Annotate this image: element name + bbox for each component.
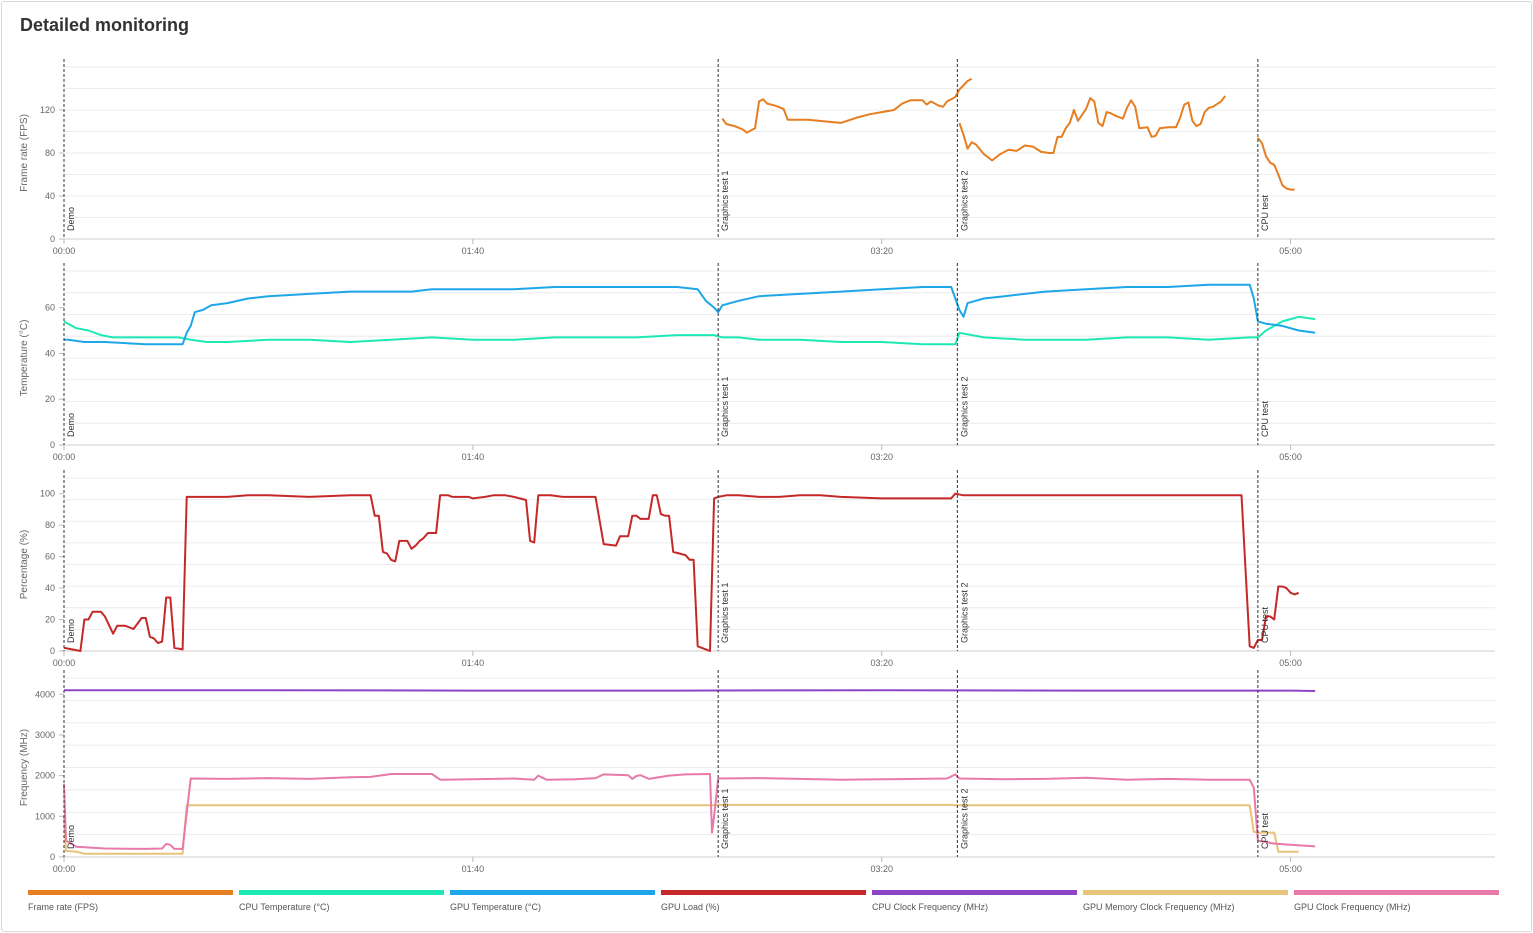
- legend-item[interactable]: GPU Clock Frequency (MHz): [1294, 889, 1499, 919]
- x-tick-label: 01:40: [462, 452, 485, 462]
- legend-item[interactable]: GPU Memory Clock Frequency (MHz): [1083, 889, 1288, 919]
- y-tick-label: 40: [45, 583, 55, 593]
- test-marker-label: Graphics test 1: [720, 788, 730, 849]
- y-tick-label: 3000: [35, 730, 55, 740]
- y-tick-label: 0: [50, 852, 55, 862]
- y-tick-label: 40: [45, 348, 55, 358]
- y-tick-label: 0: [50, 234, 55, 244]
- x-tick-label: 01:40: [462, 246, 485, 256]
- legend-swatch: [1294, 890, 1499, 895]
- y-tick-label: 80: [45, 520, 55, 530]
- y-tick-label: 4000: [35, 689, 55, 699]
- x-tick-label: 05:00: [1279, 246, 1302, 256]
- x-tick-label: 00:00: [53, 658, 76, 668]
- x-tick-label: 05:00: [1279, 452, 1302, 462]
- legend-swatch: [661, 890, 866, 895]
- legend-item[interactable]: GPU Load (%): [661, 889, 866, 919]
- test-marker-label: CPU test: [1260, 606, 1270, 643]
- test-marker-label: Graphics test 2: [959, 582, 969, 643]
- legend-label: CPU Temperature (°C): [239, 902, 330, 912]
- series-line-cpu-temperature-c: [63, 315, 1316, 346]
- y-tick-label: 20: [45, 615, 55, 625]
- y-axis-label: Percentage (%): [19, 530, 30, 599]
- chart-panel-3: 0 20 40 60 80 100 Percentage (%) 00:00 01:40 03:2…: [19, 470, 1495, 668]
- legend-label: Frame rate (FPS): [28, 902, 99, 912]
- test-marker-label: Demo: [66, 619, 76, 643]
- series-line-gpu-memory-clock-frequency-mhz: [63, 803, 1299, 855]
- test-marker-label: Graphics test 2: [959, 376, 969, 437]
- x-tick-label: 01:40: [462, 864, 485, 874]
- y-tick-label: 40: [45, 191, 55, 201]
- series-line-cpu-clock-frequency-mhz: [64, 689, 1316, 692]
- y-axis-label: Frame rate (FPS): [19, 114, 30, 192]
- test-marker-label: Demo: [66, 413, 76, 437]
- x-tick-label: 03:20: [870, 452, 893, 462]
- series-line-gpu-load: [63, 492, 1300, 652]
- legend-item[interactable]: CPU Clock Frequency (MHz): [872, 889, 1077, 919]
- test-marker-label: Graphics test 1: [720, 376, 730, 437]
- legend-label: GPU Memory Clock Frequency (MHz): [1083, 902, 1235, 912]
- x-tick-label: 05:00: [1279, 864, 1302, 874]
- test-marker-label: CPU test: [1260, 812, 1270, 849]
- legend: Frame rate (FPS) CPU Temperature (°C) GPU …: [28, 889, 1504, 919]
- series-line-frame-rate-fps: [1257, 137, 1295, 191]
- series-line-gpu-temperature-c: [64, 283, 1316, 346]
- y-axis-label: Frequency (MHz): [19, 729, 30, 806]
- chart-panel-1: 0 40 80 120 Frame rate (FPS) 00:00 01:40 03:20 0…: [19, 59, 1495, 256]
- series-line-frame-rate-fps: [958, 95, 1226, 162]
- y-tick-label: 80: [45, 148, 55, 158]
- x-tick-label: 03:20: [870, 864, 893, 874]
- x-tick-label: 00:00: [53, 864, 76, 874]
- y-tick-label: 60: [45, 303, 55, 313]
- legend-item[interactable]: CPU Temperature (°C): [239, 889, 444, 919]
- x-tick-label: 05:00: [1279, 658, 1302, 668]
- test-marker-label: Graphics test 1: [720, 582, 730, 643]
- series-line-frame-rate-fps: [721, 77, 973, 134]
- test-marker-label: Graphics test 1: [720, 170, 730, 231]
- y-tick-label: 120: [40, 105, 55, 115]
- series-line-gpu-clock-frequency-mhz: [63, 773, 1316, 850]
- test-marker-label: Demo: [66, 207, 76, 231]
- y-tick-label: 0: [50, 646, 55, 656]
- test-marker-label: Graphics test 2: [959, 170, 969, 231]
- x-tick-label: 01:40: [462, 658, 485, 668]
- x-tick-label: 03:20: [870, 246, 893, 256]
- test-marker-label: Demo: [66, 825, 76, 849]
- y-tick-label: 100: [40, 489, 55, 499]
- test-marker-label: Graphics test 2: [959, 788, 969, 849]
- legend-label: GPU Clock Frequency (MHz): [1294, 902, 1411, 912]
- legend-swatch: [28, 890, 233, 895]
- test-marker-label: CPU test: [1260, 400, 1270, 437]
- y-tick-label: 60: [45, 552, 55, 562]
- legend-swatch: [239, 890, 444, 895]
- x-tick-label: 00:00: [53, 246, 76, 256]
- legend-label: GPU Load (%): [661, 902, 720, 912]
- test-marker-label: CPU test: [1260, 194, 1270, 231]
- legend-item[interactable]: Frame rate (FPS): [28, 889, 233, 919]
- y-tick-label: 20: [45, 394, 55, 404]
- chart-panel-2: 0 20 40 60 Temperature (°C) 00:00 01:40 03:20 05…: [19, 263, 1495, 462]
- y-tick-label: 1000: [35, 811, 55, 821]
- legend-swatch: [872, 890, 1077, 895]
- page-title: Detailed monitoring: [20, 15, 190, 35]
- legend-label: CPU Clock Frequency (MHz): [872, 902, 989, 912]
- legend-label: GPU Temperature (°C): [450, 902, 541, 912]
- x-tick-label: 00:00: [53, 452, 76, 462]
- y-tick-label: 2000: [35, 771, 55, 781]
- legend-swatch: [1083, 890, 1288, 895]
- x-tick-label: 03:20: [870, 658, 893, 668]
- y-axis-label: Temperature (°C): [19, 320, 30, 397]
- legend-item[interactable]: GPU Temperature (°C): [450, 889, 655, 919]
- legend-swatch: [450, 890, 655, 895]
- y-tick-label: 0: [50, 440, 55, 450]
- chart-panel-4: 0 1000 2000 3000 4000 Frequency (MHz) 00:00 01:…: [19, 670, 1495, 874]
